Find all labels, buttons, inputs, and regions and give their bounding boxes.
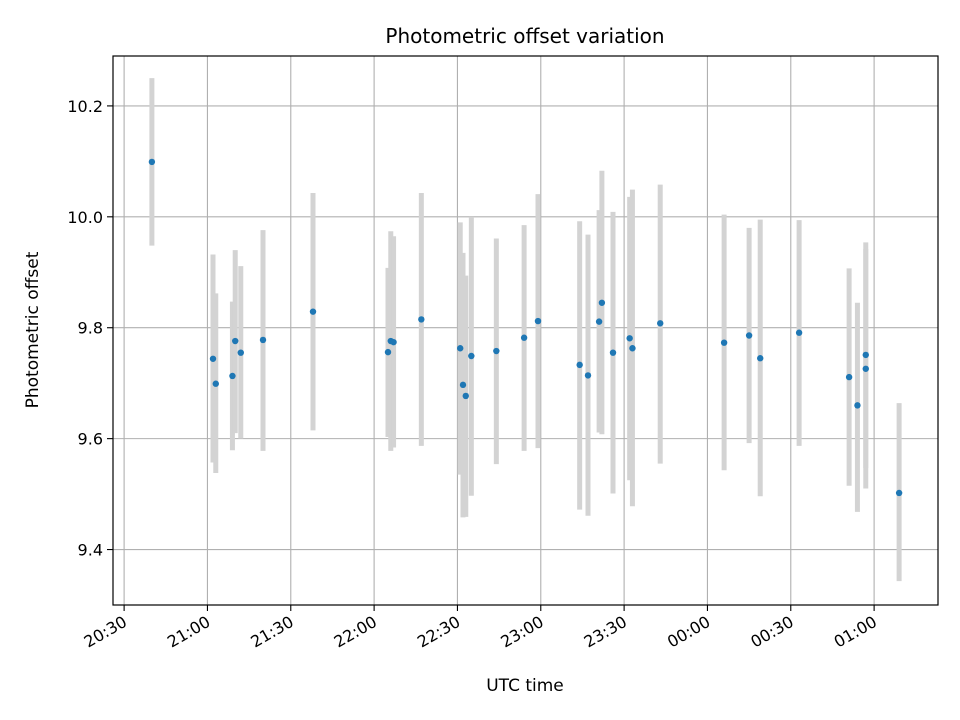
x-tick-label: 23:30: [581, 612, 630, 652]
y-tick-label: 9.8: [78, 319, 103, 338]
data-point: [626, 335, 633, 342]
x-tick-label: 22:30: [414, 612, 463, 652]
x-tick-label: 00:30: [747, 612, 796, 652]
data-point: [745, 332, 753, 339]
data-point: [757, 355, 764, 362]
x-tick-label: 01:00: [831, 612, 880, 652]
x-tick-label: 21:00: [164, 612, 213, 652]
y-axis-ticks: 9.4 9.6 9.8 10.0 10.2: [67, 97, 113, 560]
data-point: [854, 402, 861, 409]
data-point: [862, 365, 869, 372]
data-point: [595, 318, 603, 325]
x-tick-label: 00:00: [664, 612, 713, 652]
data-point: [229, 372, 236, 380]
x-tick-label: 23:00: [497, 612, 546, 652]
data-point: [309, 308, 317, 315]
data-point: [576, 361, 583, 369]
data-point: [209, 355, 217, 362]
data-point: [845, 373, 853, 381]
data-point: [212, 380, 219, 387]
data-point: [629, 345, 636, 352]
data-point: [259, 336, 267, 344]
data-point: [493, 347, 500, 355]
y-tick-label: 9.6: [78, 430, 103, 449]
data-point: [459, 381, 467, 389]
y-tick-label: 10.0: [67, 208, 103, 227]
data-point: [232, 337, 239, 345]
data-point: [390, 338, 397, 346]
data-point: [657, 320, 664, 327]
x-axis-ticks: 20:30 21:00 21:30 22:00 22:30 23:00 23:30 00:00…: [81, 605, 880, 652]
data-point: [418, 316, 425, 323]
x-tick-label: 22:00: [331, 612, 380, 652]
x-tick-label: 21:30: [247, 612, 296, 652]
error-bars: [149, 78, 902, 582]
x-axis-label: UTC time: [486, 676, 564, 696]
y-axis-label: Photometric offset: [23, 251, 43, 408]
data-point: [795, 329, 803, 336]
data-point: [720, 339, 728, 346]
data-point: [584, 372, 592, 379]
data-point: [148, 158, 156, 166]
data-point: [457, 345, 464, 352]
plot-frame: [112, 55, 939, 606]
data-point: [237, 349, 244, 356]
x-tick-label: 20:30: [81, 612, 130, 652]
data-point: [598, 299, 606, 306]
data-point: [609, 349, 617, 356]
data-point: [520, 334, 528, 341]
data-point: [468, 352, 475, 360]
data-points: [148, 158, 903, 497]
data-point: [862, 351, 869, 359]
chart-title: Photometric offset variation: [385, 24, 664, 48]
data-point: [384, 348, 392, 356]
data-point: [462, 392, 469, 400]
y-tick-label: 9.4: [78, 541, 103, 560]
data-point: [534, 317, 542, 325]
data-point: [895, 489, 903, 497]
y-tick-label: 10.2: [67, 97, 103, 116]
